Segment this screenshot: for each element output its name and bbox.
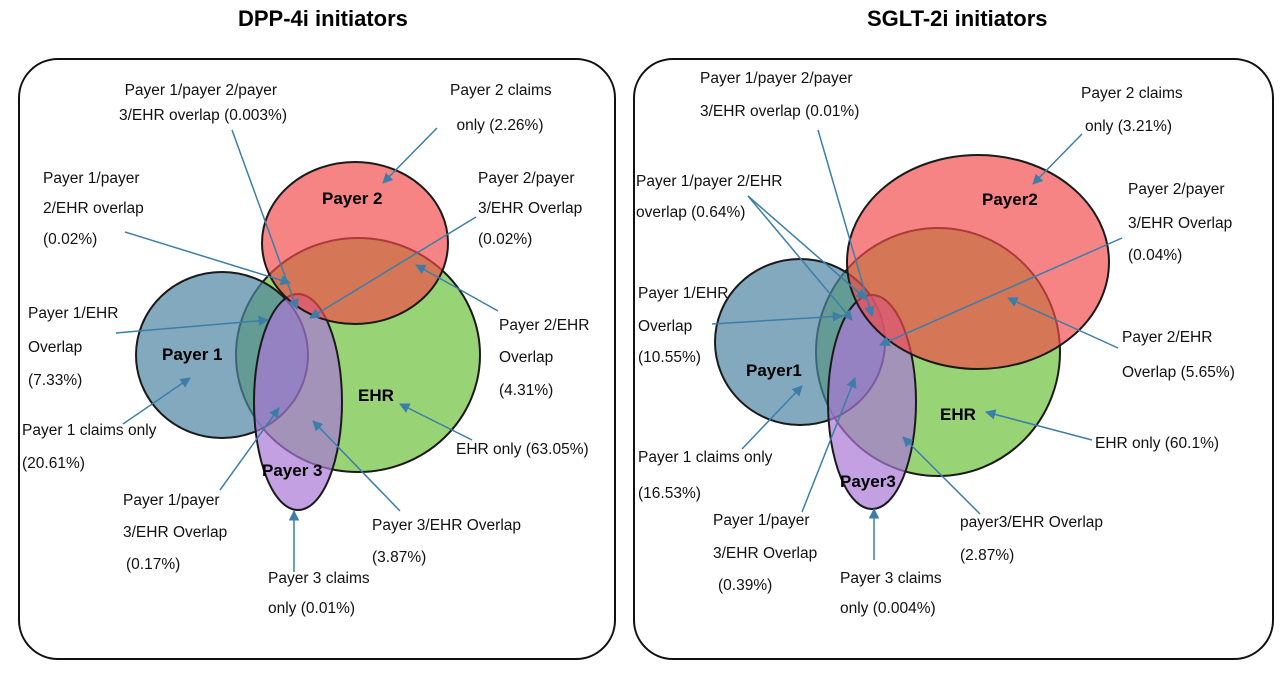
label-p2-p3-ehr: Payer 2/payer 3/EHR Overlap (0.04%) [1128, 181, 1237, 264]
label-p1-p3-ehr: Payer 1/payer 3/EHR Overlap (0.17%) [123, 492, 232, 573]
panel-title-sglt2i: SGLT-2i initiators [867, 6, 1048, 31]
leader-p1-ehr [115, 315, 270, 334]
label-p2-p3-ehr: Payer 2/payer 3/EHR Overlap (0.02%) [478, 170, 587, 248]
label-payer1-only: Payer 1 claims only (20.61%) [22, 422, 161, 472]
label-payer3-only: Payer 3 claims only (0.004%) [840, 570, 946, 617]
label-p1-p3-ehr: Payer 1/payer 3/EHR Overlap (0.39%) [713, 512, 822, 594]
panel-frame-dpp4i [18, 58, 616, 660]
leader-p1-p2-ehr [124, 231, 292, 286]
leader-payer2-only [382, 127, 438, 184]
leader-payer1-only [741, 385, 803, 450]
leader-p2-p3-ehr [309, 216, 477, 319]
label-p1-ehr: Payer 1/EHR Overlap (7.33%) [28, 305, 123, 389]
label-payer1-only: Payer 1 claims only (16.53%) [638, 449, 777, 502]
set-label-payer2: Payer2 [982, 190, 1038, 209]
label-p3-ehr: payer3/EHR Overlap (2.87%) [960, 514, 1107, 564]
leader-payer1-only [122, 377, 191, 425]
label-ehr-only: EHR only (63.05%) [456, 441, 589, 458]
label-all-overlap: Payer 1/payer 2/payer 3/EHR overlap (0.0… [700, 70, 859, 120]
leader-p1-p3-ehr [219, 407, 280, 491]
leader-p2-ehr [1007, 297, 1119, 349]
set-payer2-ellipse [846, 154, 1110, 370]
label-p1-p2-ehr: Payer 1/payer 2/EHR overlap (0.02%) [43, 170, 148, 248]
leader-ehr-only [984, 409, 1093, 441]
leader-p3-ehr [312, 420, 401, 512]
venn-dpp4i: Payer 2 Payer 1 EHR Payer 3 Payer 1/paye… [22, 82, 594, 617]
label-payer2-only: Payer 2 claims only (2.26%) [450, 82, 556, 134]
set-payer2-ellipse [261, 161, 449, 325]
panel-title-dpp4i: DPP-4i initiators [238, 6, 408, 31]
leader-p2-p3-ehr [879, 237, 1123, 346]
leader-p1-p2-ehr [747, 195, 853, 321]
label-payer2-only: Payer 2 claims only (3.21%) [1081, 85, 1187, 135]
leader-ehr-only [399, 403, 473, 441]
label-payer3-only: Payer 3 claims only (0.01%) [268, 570, 374, 617]
panel-frame-sglt2i [633, 58, 1274, 660]
leader-payer2-only [1032, 133, 1083, 185]
set-label-payer2: Payer 2 [322, 189, 383, 208]
label-all-overlap: Payer 1/payer 2/payer 3/EHR overlap (0.0… [119, 82, 287, 124]
label-p1-p2-ehr: Payer 1/payer 2/EHR overlap (0.64%) [636, 173, 787, 221]
set-label-payer3: Payer3 [840, 472, 896, 491]
set-label-payer1: Payer 1 [162, 345, 223, 364]
leader-all-overlap [817, 129, 875, 318]
leader-p2-ehr [415, 264, 499, 312]
leader-p3-ehr [902, 436, 981, 515]
label-p2-ehr: Payer 2/EHR Overlap (5.65%) [1122, 329, 1235, 381]
set-label-payer1: Payer1 [746, 361, 802, 380]
set-label-ehr: EHR [940, 405, 976, 424]
leader-p1-p3-ehr [801, 377, 857, 513]
leader-p1-ehr [711, 311, 844, 325]
label-p3-ehr: Payer 3/EHR Overlap (3.87%) [372, 517, 525, 566]
label-ehr-only: EHR only (60.1%) [1095, 435, 1219, 452]
leader-p1-p2-ehr-b [747, 195, 867, 300]
label-p2-ehr: Payer 2/EHR Overlap (4.31%) [499, 317, 594, 399]
set-label-ehr: EHR [358, 386, 394, 405]
label-p1-ehr: Payer 1/EHR Overlap (10.55%) [638, 285, 733, 366]
venn-sglt2i: Payer2 Payer1 EHR Payer3 Payer 1/payer 2… [636, 70, 1237, 617]
set-label-payer3: Payer 3 [262, 461, 323, 480]
